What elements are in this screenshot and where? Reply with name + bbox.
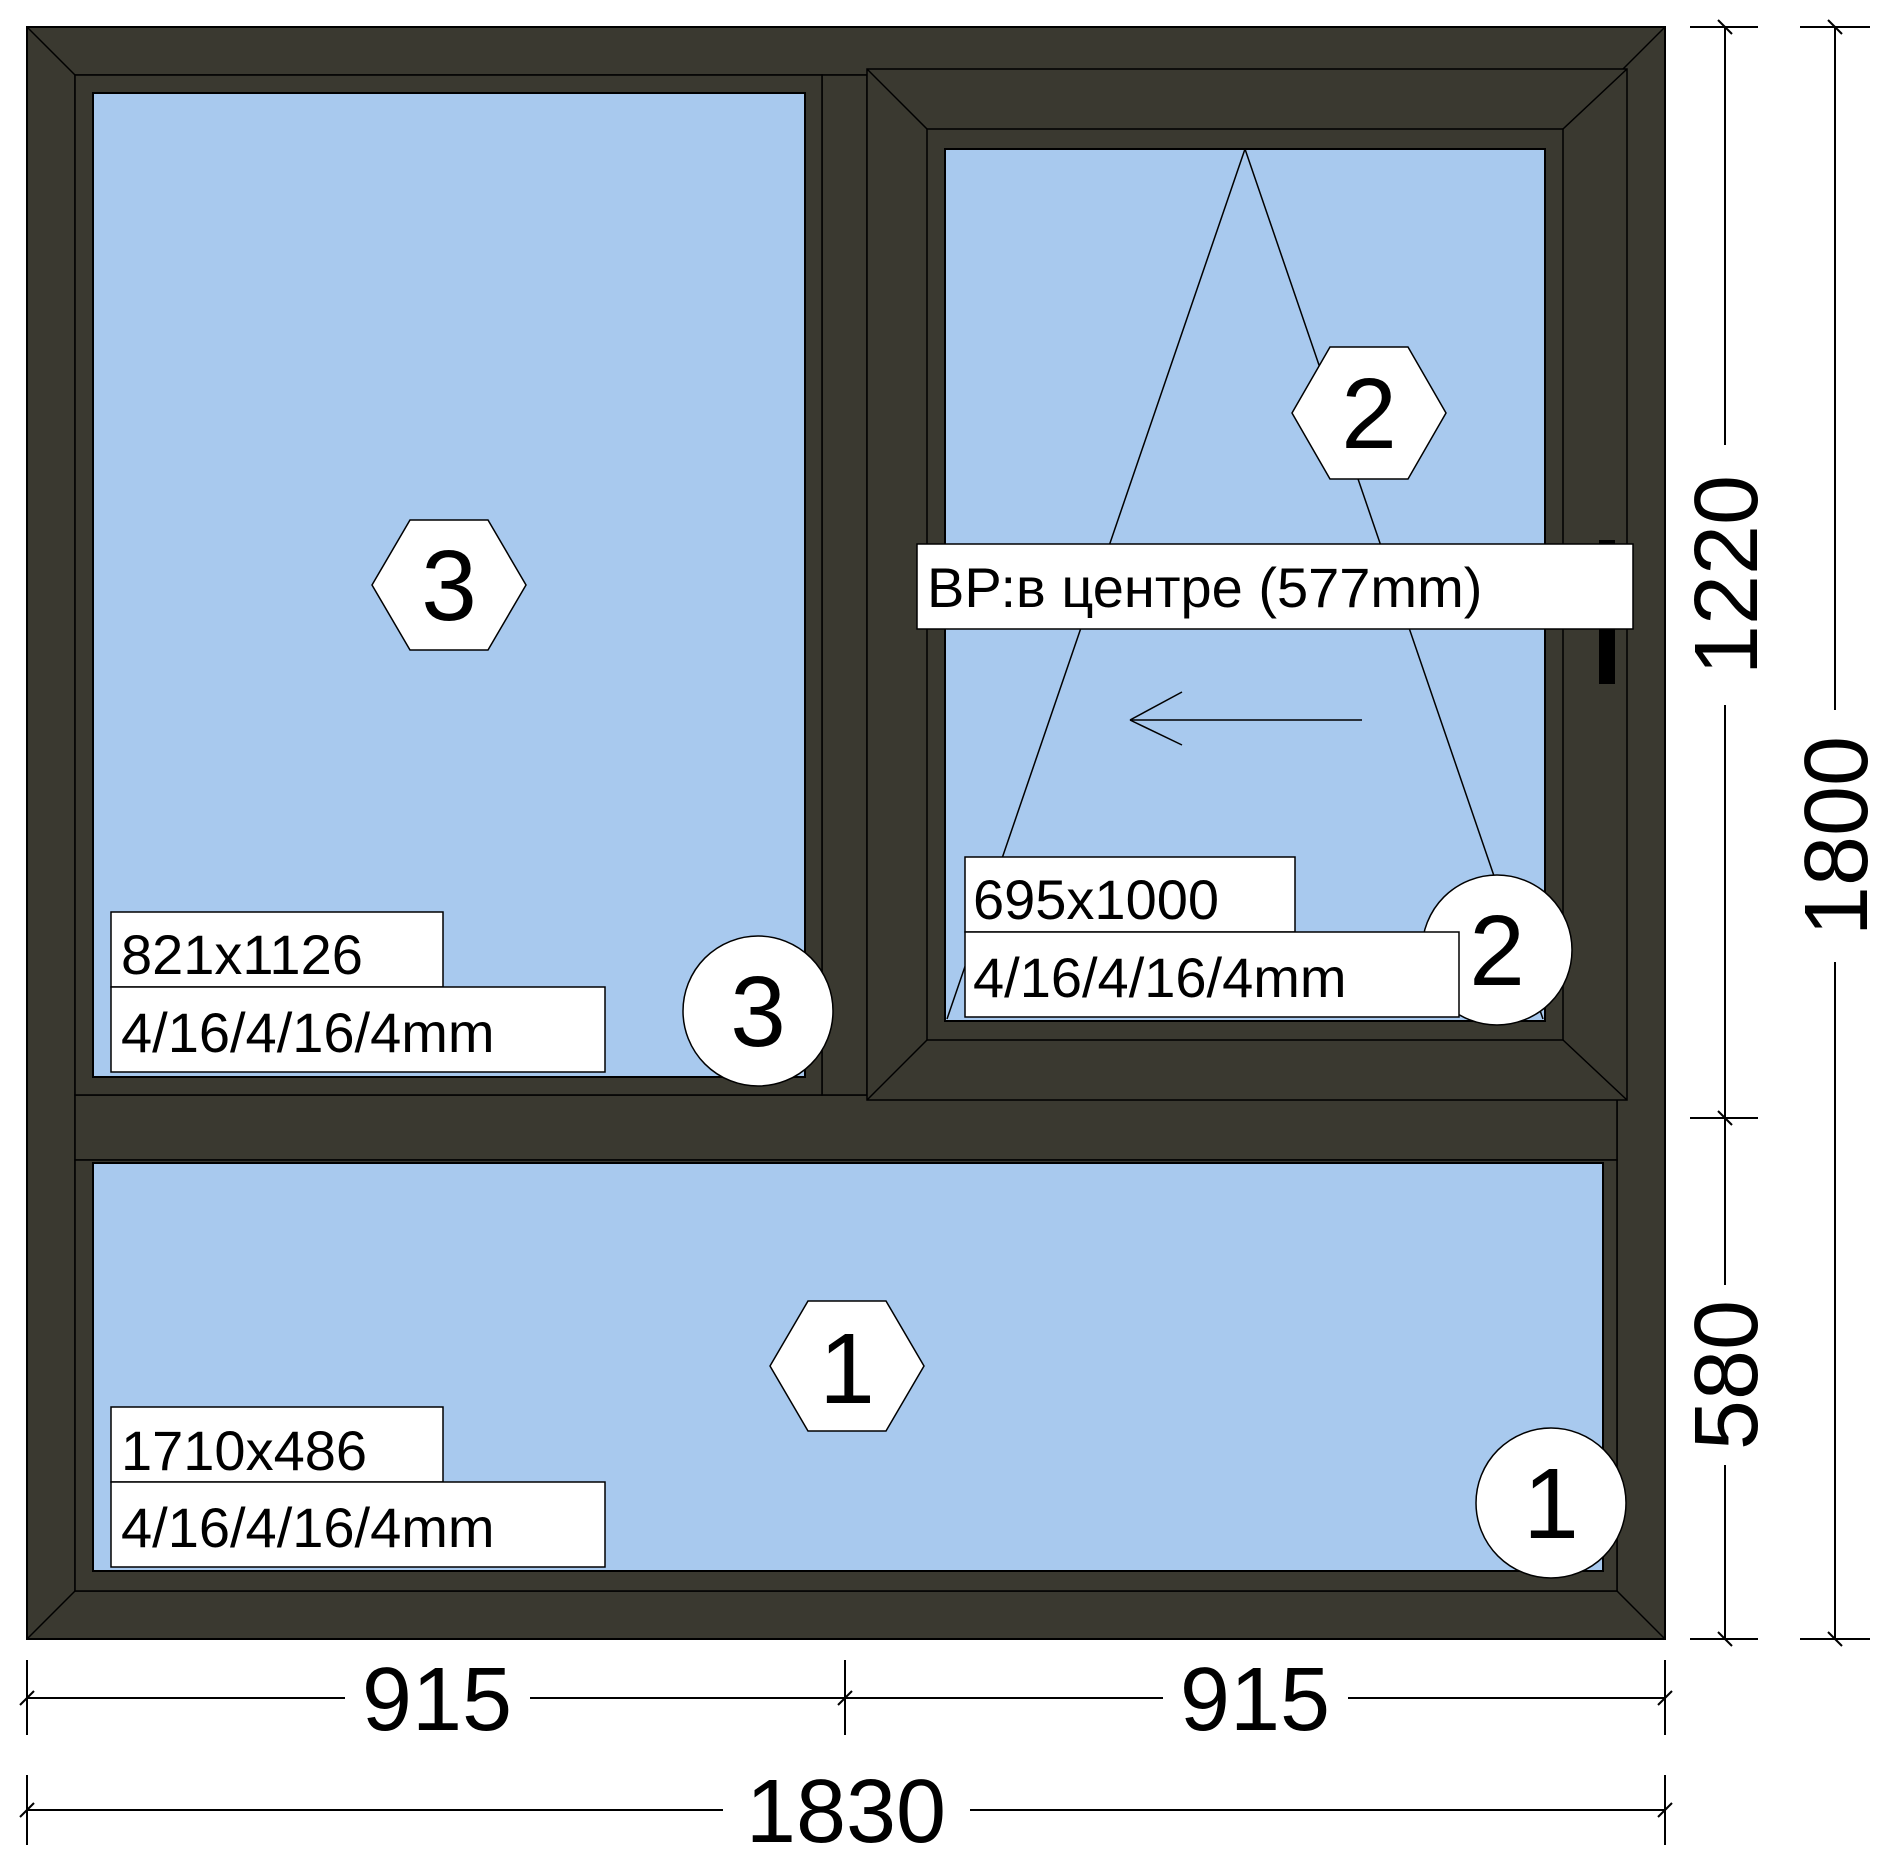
pane-1-circle-label: 1 <box>1523 1448 1579 1560</box>
pane-2-glazing-box <box>964 931 1460 1018</box>
width-dimension-lines <box>19 1660 1673 1845</box>
pane-1-glazing: 4/16/4/16/4mm <box>121 1496 495 1559</box>
dimension-width-right: 915 <box>1180 1650 1330 1750</box>
pane-1-size: 1710x486 <box>121 1419 367 1482</box>
pane-3-circle-label: 3 <box>730 956 786 1068</box>
transom <box>74 1094 1618 1161</box>
pane-1-glazing-box <box>110 1481 606 1568</box>
pane-3-size: 821x1126 <box>121 923 363 986</box>
pane-2-size-box <box>964 856 1296 933</box>
pane-3-hex-label: 3 <box>421 530 477 642</box>
pane-2-size: 695x1000 <box>973 868 1219 931</box>
dimension-height-bottom: 580 <box>1677 1300 1777 1450</box>
dimension-width-left: 915 <box>362 1650 512 1750</box>
pane-3-glazing-box <box>110 986 606 1073</box>
dimension-height-total: 1800 <box>1787 736 1887 936</box>
dimension-width-total: 1830 <box>746 1762 946 1862</box>
handle-note-box <box>916 543 1634 630</box>
pane-2-circle-label: 2 <box>1469 895 1525 1007</box>
pane-1-hex-label: 1 <box>819 1313 875 1425</box>
handle-note: ВР:в центре (577mm) <box>927 556 1482 619</box>
mullion <box>821 74 868 1096</box>
dimension-height-top: 1220 <box>1677 475 1777 675</box>
pane-2-glazing: 4/16/4/16/4mm <box>973 946 1347 1009</box>
pane-2-hex-label: 2 <box>1341 358 1397 470</box>
pane-1-size-box <box>110 1406 444 1483</box>
left-arrow-icon <box>1129 691 1362 746</box>
pane-3-size-box <box>110 911 444 988</box>
pane-1-circle-marker <box>1475 1427 1627 1579</box>
pane-3-circle-marker <box>682 935 834 1087</box>
pane-1-hex-marker <box>769 1300 925 1432</box>
height-dimension-lines <box>1690 19 1870 1647</box>
pane-2-hex-marker <box>1291 346 1447 480</box>
pane-3-glazing: 4/16/4/16/4mm <box>121 1001 495 1064</box>
pane-3-hex-marker <box>371 519 527 651</box>
